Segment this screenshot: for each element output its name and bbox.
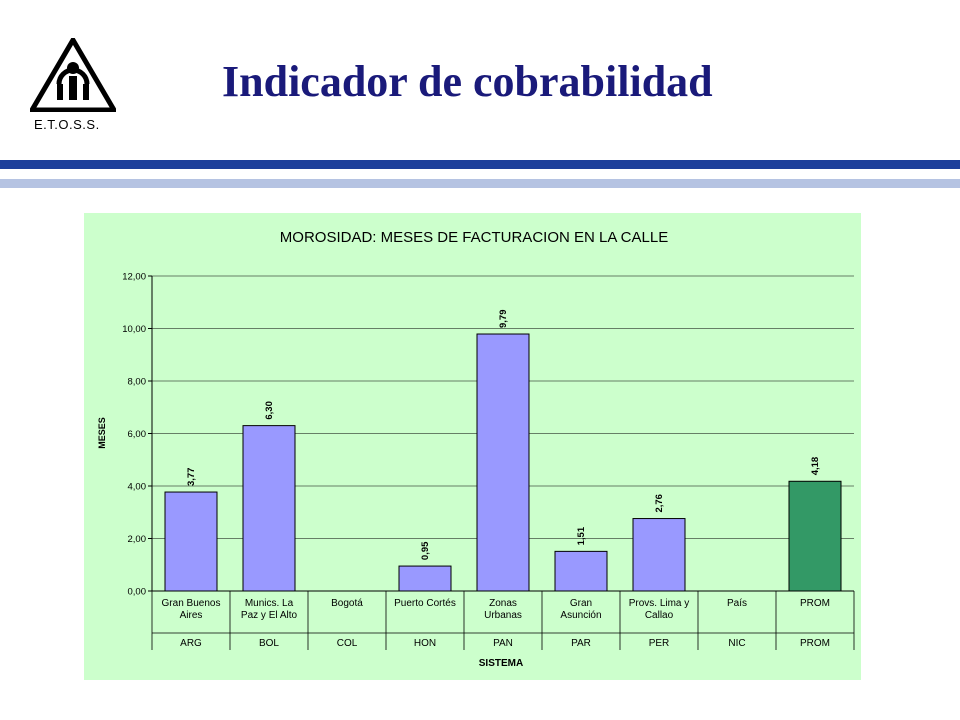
x-category-label: Zonas	[489, 598, 517, 609]
x-group-label: PROM	[800, 638, 830, 649]
x-category-label: Puerto Cortés	[394, 598, 456, 609]
x-group-label: PAN	[493, 638, 513, 649]
bar-data-label: 3,77	[186, 468, 197, 487]
header-rule-light	[0, 179, 960, 188]
y-tick-label: 0,00	[128, 587, 147, 598]
bar	[164, 491, 218, 592]
bar-data-label: 0,95	[420, 541, 431, 560]
y-tick-label: 10,00	[122, 324, 146, 335]
x-category-label: Urbanas	[484, 610, 522, 621]
bar	[398, 565, 452, 592]
bar	[476, 333, 530, 592]
x-category-label: PROM	[800, 598, 830, 609]
x-category-label: Gran	[570, 598, 592, 609]
bar	[554, 550, 608, 592]
page-title: Indicador de cobrabilidad	[222, 57, 713, 106]
y-tick-label: 8,00	[128, 377, 147, 388]
x-group-label: PAR	[571, 638, 591, 649]
etoss-logo	[30, 38, 116, 112]
x-group-label: HON	[414, 638, 436, 649]
y-tick-label: 12,00	[122, 272, 146, 283]
x-group-label: COL	[337, 638, 358, 649]
x-category-label: Paz y El Alto	[241, 610, 298, 621]
bar	[632, 518, 686, 592]
x-category-label: Aires	[180, 610, 203, 621]
x-group-label: BOL	[259, 638, 279, 649]
bar-data-label: 6,30	[264, 401, 275, 420]
x-category-label: Asunción	[560, 610, 601, 621]
x-axis-label: SISTEMA	[479, 658, 523, 669]
x-group-label: ARG	[180, 638, 202, 649]
bar-data-label: 2,76	[654, 494, 665, 513]
bar	[242, 425, 296, 592]
x-category-label: Callao	[645, 610, 674, 621]
x-category-label: Provs. Lima y	[629, 598, 690, 609]
bar-data-label: 1,51	[576, 526, 587, 545]
bar	[788, 480, 842, 592]
x-group-label: PER	[649, 638, 670, 649]
bar-data-label: 9,79	[498, 310, 509, 329]
x-category-label: Gran Buenos	[162, 598, 221, 609]
y-axis-label: MESES	[97, 417, 107, 449]
logo-caption: E.T.O.S.S.	[34, 117, 100, 132]
y-tick-label: 6,00	[128, 429, 147, 440]
x-category-label: Bogotá	[331, 598, 363, 609]
header-rule-dark	[0, 160, 960, 169]
chart-area: MOROSIDAD: MESES DE FACTURACION EN LA CA…	[84, 213, 861, 680]
x-category-label: País	[727, 598, 747, 609]
y-tick-label: 4,00	[128, 482, 147, 493]
bar-data-label: 4,18	[810, 457, 821, 476]
y-tick-label: 2,00	[128, 534, 147, 545]
x-category-label: Munics. La	[245, 598, 294, 609]
x-group-label: NIC	[728, 638, 745, 649]
bar-chart: MOROSIDAD: MESES DE FACTURACION EN LA CA…	[97, 229, 855, 669]
chart-title: MOROSIDAD: MESES DE FACTURACION EN LA CA…	[280, 229, 668, 246]
